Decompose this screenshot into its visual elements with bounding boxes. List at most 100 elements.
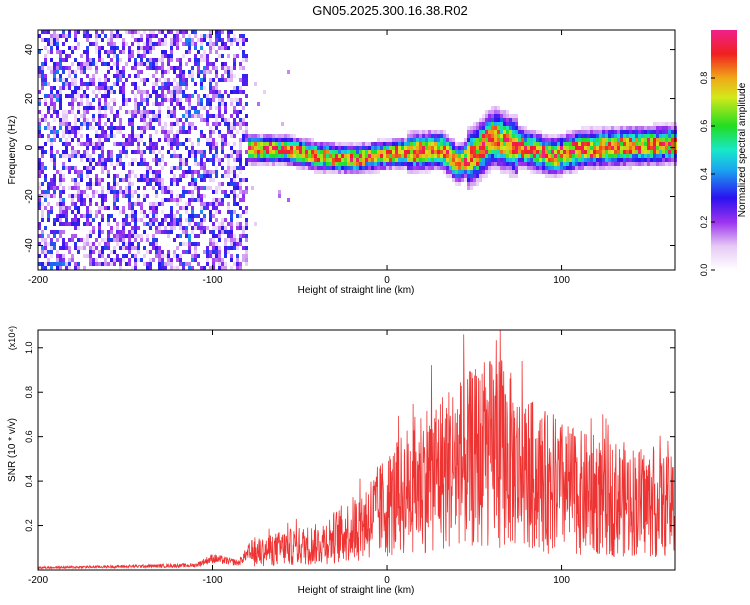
heatmap-cell [101, 170, 104, 174]
heatmap-cell [464, 138, 467, 142]
heatmap-cell [644, 142, 647, 146]
heatmap-cell [161, 30, 164, 34]
heatmap-cell [80, 238, 83, 242]
heatmap-cell [602, 154, 605, 158]
heatmap-cell [41, 38, 44, 42]
heatmap-cell [89, 170, 92, 174]
heatmap-cell [50, 254, 53, 258]
heatmap-cell [161, 254, 164, 258]
heatmap-cell [617, 150, 620, 154]
heatmap-cell [428, 170, 431, 174]
heatmap-cell [50, 58, 53, 62]
heatmap-cell [149, 166, 152, 170]
heatmap-cell [551, 134, 554, 138]
heatmap-cell [113, 238, 116, 242]
heatmap-cell [530, 130, 533, 134]
heatmap-cell [671, 122, 674, 126]
heatmap-cell [74, 266, 77, 270]
heatmap-cell [152, 218, 155, 222]
heatmap-cell [461, 178, 464, 182]
heatmap-cell [365, 146, 368, 150]
heatmap-cell [251, 142, 254, 146]
heatmap-cell [656, 126, 659, 130]
heatmap-cell [443, 166, 446, 170]
heatmap-cell [662, 134, 665, 138]
heatmap-cell [239, 234, 242, 238]
heatmap-cell [224, 70, 227, 74]
heatmap-cell [167, 58, 170, 62]
heatmap-cell [182, 186, 185, 190]
heatmap-cell [608, 162, 611, 166]
heatmap-cell [554, 170, 557, 174]
heatmap-cell [122, 162, 125, 166]
heatmap-cell [164, 134, 167, 138]
heatmap-cell [89, 138, 92, 142]
heatmap-cell [431, 166, 434, 170]
heatmap-cell [188, 262, 191, 266]
heatmap-cell [647, 150, 650, 154]
heatmap-cell [263, 134, 266, 138]
heatmap-cell [506, 118, 509, 122]
heatmap-cell [164, 70, 167, 74]
heatmap-cell [206, 158, 209, 162]
heatmap-cell [179, 142, 182, 146]
heatmap-cell [260, 154, 263, 158]
heatmap-cell [83, 66, 86, 70]
heatmap-cell [140, 118, 143, 122]
heatmap-cell [131, 218, 134, 222]
heatmap-cell [158, 42, 161, 46]
heatmap-cell [554, 154, 557, 158]
heatmap-cell [149, 218, 152, 222]
heatmap-cell [452, 162, 455, 166]
heatmap-cell [416, 146, 419, 150]
heatmap-cell [209, 138, 212, 142]
heatmap-cell [176, 118, 179, 122]
heatmap-cell [506, 122, 509, 126]
heatmap-cell [173, 174, 176, 178]
heatmap-cell [644, 158, 647, 162]
heatmap-cell [221, 114, 224, 118]
heatmap-cell [524, 166, 527, 170]
heatmap-cell [611, 138, 614, 142]
heatmap-cell [239, 198, 242, 202]
heatmap-cell [560, 138, 563, 142]
heatmap-cell [122, 42, 125, 46]
heatmap-cell [467, 146, 470, 150]
heatmap-cell [62, 166, 65, 170]
heatmap-cell [605, 134, 608, 138]
heatmap-cell [161, 86, 164, 90]
heatmap-cell [143, 42, 146, 46]
heatmap-cell [53, 86, 56, 90]
heatmap-cell [194, 54, 197, 58]
heatmap-cell [176, 46, 179, 50]
heatmap-cell [116, 238, 119, 242]
heatmap-cell [200, 222, 203, 226]
heatmap-cell [62, 186, 65, 190]
heatmap-cell [452, 150, 455, 154]
heatmap-cell [155, 170, 158, 174]
heatmap-cell [209, 142, 212, 146]
heatmap-cell [653, 138, 656, 142]
heatmap-cell [542, 166, 545, 170]
heatmap-cell [170, 210, 173, 214]
heatmap-cell [533, 146, 536, 150]
heatmap-cell [71, 126, 74, 130]
heatmap-cell [548, 162, 551, 166]
heatmap-cell [398, 138, 401, 142]
heatmap-cell [596, 138, 599, 142]
heatmap-cell [56, 170, 59, 174]
heatmap-cell [242, 90, 245, 94]
heatmap-cell [254, 134, 257, 138]
heatmap-cell [236, 214, 239, 218]
heatmap-cell [509, 134, 512, 138]
heatmap-cell [203, 70, 206, 74]
heatmap-cell [404, 146, 407, 150]
heatmap-cell [227, 78, 230, 82]
heatmap-cell [215, 74, 218, 78]
heatmap-cell [173, 214, 176, 218]
heatmap-cell [167, 150, 170, 154]
heatmap-cell [77, 206, 80, 210]
heatmap-cell [218, 102, 221, 106]
heatmap-cell [53, 230, 56, 234]
heatmap-cell [623, 150, 626, 154]
